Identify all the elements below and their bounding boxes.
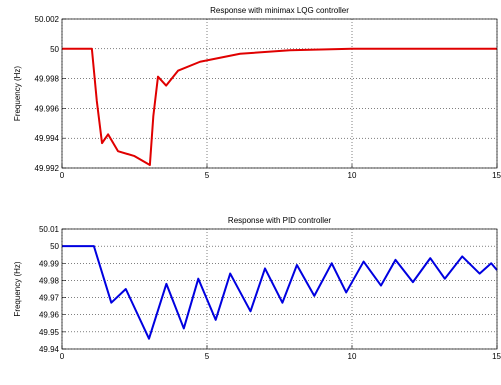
y-axis-label: Frequency (Hz) (13, 66, 22, 121)
y-tick-label: 49.97 (39, 294, 60, 303)
y-tick-label: 49.992 (35, 164, 60, 173)
x-tick-label: 5 (205, 171, 210, 180)
y-tick-label: 49.98 (39, 276, 60, 285)
data-line (62, 47, 497, 167)
y-tick-label: 50.01 (39, 225, 60, 234)
y-tick-label: 49.95 (39, 328, 60, 337)
y-tick-label: 50.002 (35, 15, 60, 24)
axes-box (61, 18, 498, 169)
chart-title: Response with PID controller (228, 216, 331, 225)
plot-area (62, 229, 497, 349)
y-tick-label: 50 (50, 45, 59, 54)
x-tick-label: 0 (60, 352, 65, 361)
data-line (62, 245, 498, 340)
y-tick-label: 49.96 (39, 311, 60, 320)
x-tick-label: 10 (348, 352, 357, 361)
axes-box (61, 228, 498, 350)
x-tick-label: 15 (492, 352, 501, 361)
y-axis-label: Frequency (Hz) (13, 261, 22, 316)
y-tick-label: 49.99 (39, 259, 60, 268)
y-tick-label: 49.996 (35, 104, 60, 113)
x-tick-label: 15 (492, 171, 501, 180)
x-tick-label: 5 (205, 352, 210, 361)
plot-area (62, 19, 497, 168)
y-tick-label: 49.94 (39, 345, 60, 354)
x-tick-label: 0 (60, 171, 65, 180)
y-tick-label: 49.994 (35, 134, 60, 143)
y-tick-label: 49.998 (35, 75, 60, 84)
y-tick-label: 50 (50, 242, 59, 251)
chart-title: Response with minimax LQG controller (210, 6, 349, 15)
x-tick-label: 10 (348, 171, 357, 180)
